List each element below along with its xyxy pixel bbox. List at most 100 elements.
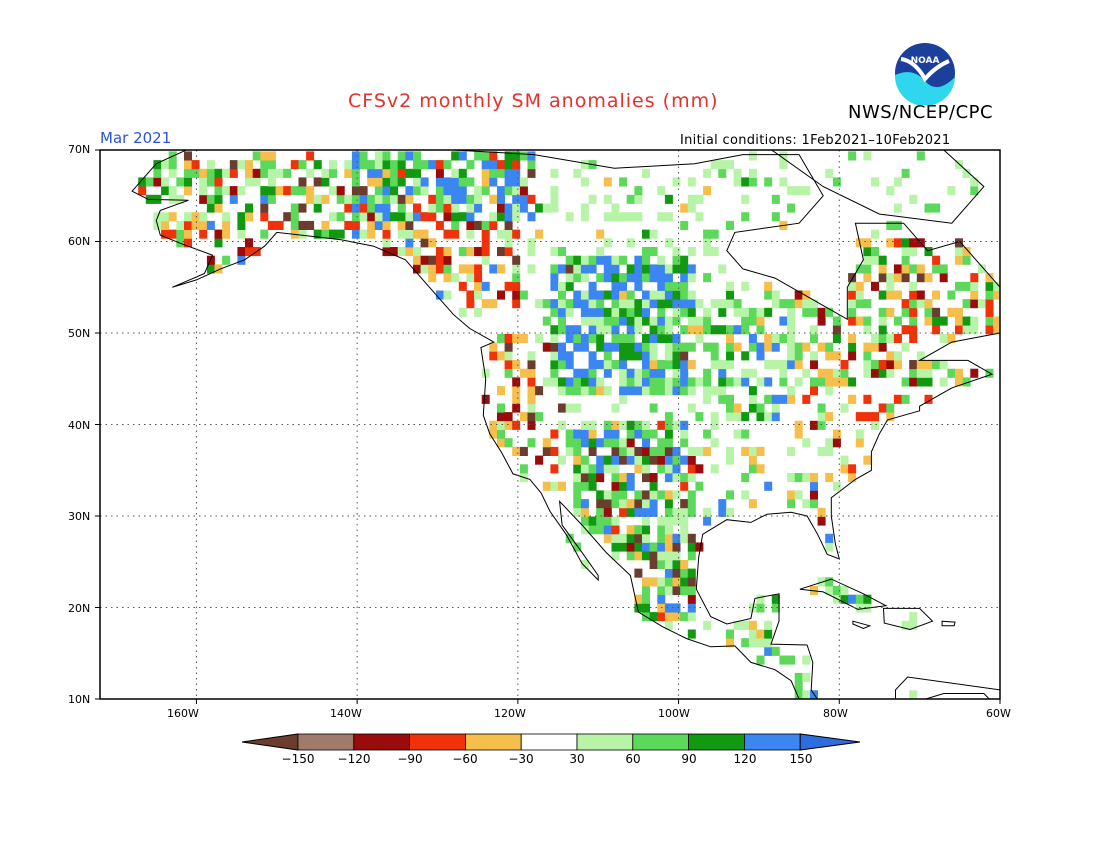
- anomaly-cell: [603, 325, 612, 335]
- anomaly-cell: [794, 420, 803, 430]
- anomaly-cell: [687, 203, 696, 213]
- anomaly-cell: [855, 264, 864, 274]
- anomaly-cell: [283, 212, 292, 222]
- anomaly-cell: [611, 455, 620, 465]
- anomaly-cell: [634, 499, 643, 509]
- anomaly-cell: [390, 168, 399, 178]
- anomaly-cell: [237, 160, 246, 170]
- anomaly-cell: [451, 177, 460, 187]
- anomaly-cell: [390, 212, 399, 222]
- anomaly-cell: [603, 507, 612, 517]
- anomaly-cell: [435, 194, 444, 204]
- anomaly-cell: [642, 247, 650, 257]
- anomaly-cell: [603, 351, 612, 361]
- anomaly-cell: [550, 446, 559, 456]
- anomaly-cell: [519, 464, 528, 474]
- anomaly-cell: [726, 220, 734, 230]
- anomaly-cell: [588, 368, 597, 378]
- anomaly-cell: [626, 325, 635, 335]
- coastline: [941, 620, 956, 627]
- anomaly-cell: [489, 351, 498, 361]
- anomaly-cell: [680, 507, 689, 517]
- anomaly-cell: [611, 490, 620, 500]
- anomaly-cell: [275, 186, 284, 196]
- anomaly-cell: [764, 307, 773, 317]
- anomaly-cell: [680, 420, 689, 430]
- anomaly-cell: [672, 446, 681, 456]
- anomaly-cell: [993, 325, 1000, 335]
- anomaly-cell: [290, 186, 299, 196]
- anomaly-cell: [893, 177, 902, 187]
- anomaly-cell: [924, 360, 933, 370]
- anomaly-cell: [290, 212, 299, 222]
- anomaly-cell: [168, 229, 177, 239]
- anomaly-cell: [634, 420, 643, 430]
- anomaly-cell: [603, 177, 612, 187]
- anomaly-cell: [848, 281, 857, 291]
- anomaly-cell: [451, 151, 460, 161]
- anomaly-cell: [794, 377, 803, 387]
- anomaly-cell: [603, 438, 612, 448]
- anomaly-cell: [550, 333, 559, 343]
- anomaly-cell: [687, 490, 696, 500]
- anomaly-cell: [657, 577, 666, 587]
- anomaly-cell: [710, 464, 719, 474]
- anomaly-cell: [642, 586, 650, 596]
- anomaly-cell: [168, 212, 177, 222]
- anomaly-cell: [313, 177, 322, 187]
- anomaly-cell: [588, 255, 597, 265]
- anomaly-cell: [580, 255, 589, 265]
- anomaly-cell: [817, 507, 826, 517]
- anomaly-cell: [397, 229, 406, 239]
- anomaly-cell: [634, 568, 643, 578]
- anomaly-cell: [825, 577, 834, 587]
- anomaly-cell: [695, 299, 704, 309]
- anomaly-cell: [664, 377, 673, 387]
- anomaly-cell: [626, 307, 635, 317]
- anomaly-cell: [947, 290, 956, 300]
- anomaly-cell: [664, 568, 673, 578]
- anomaly-cell: [626, 212, 635, 222]
- anomaly-cell: [672, 507, 681, 517]
- anomaly-cell: [871, 368, 879, 378]
- anomaly-cell: [374, 160, 383, 170]
- anomaly-cell: [367, 194, 376, 204]
- anomaly-cell: [573, 438, 582, 448]
- anomaly-cell: [474, 273, 483, 283]
- anomaly-cell: [916, 264, 925, 274]
- anomaly-cell: [802, 307, 811, 317]
- anomaly-cell: [687, 455, 696, 465]
- anomaly-cell: [748, 394, 757, 404]
- anomaly-cell: [596, 455, 605, 465]
- colorbar-tick: −120: [337, 752, 371, 766]
- anomaly-cell: [901, 264, 910, 274]
- anomaly-cell: [565, 299, 574, 309]
- anomaly-cell: [649, 551, 658, 561]
- anomaly-cell: [512, 403, 521, 413]
- anomaly-cell: [588, 464, 597, 474]
- anomaly-cell: [848, 307, 857, 317]
- anomaly-cell: [619, 316, 628, 326]
- anomaly-cell: [855, 316, 864, 326]
- anomaly-cell: [611, 464, 620, 474]
- anomaly-cell: [848, 316, 857, 326]
- anomaly-cell: [474, 307, 483, 317]
- anomaly-cell: [184, 212, 192, 222]
- anomaly-cell: [871, 420, 879, 430]
- anomaly-cell: [970, 316, 979, 326]
- anomaly-cell: [603, 516, 612, 526]
- anomaly-cell: [664, 525, 673, 535]
- anomaly-cell: [451, 194, 460, 204]
- anomaly-cell: [267, 168, 276, 178]
- anomaly-cell: [512, 229, 521, 239]
- anomaly-cell: [855, 594, 864, 604]
- anomaly-cell: [810, 351, 818, 361]
- anomaly-cell: [642, 229, 650, 239]
- anomaly-cell: [878, 342, 887, 352]
- anomaly-cell: [420, 264, 429, 274]
- anomaly-cell: [657, 368, 666, 378]
- anomaly-cell: [161, 229, 170, 239]
- lon-label: 140W: [330, 707, 362, 720]
- anomaly-cell: [748, 177, 757, 187]
- anomaly-cell: [764, 290, 773, 300]
